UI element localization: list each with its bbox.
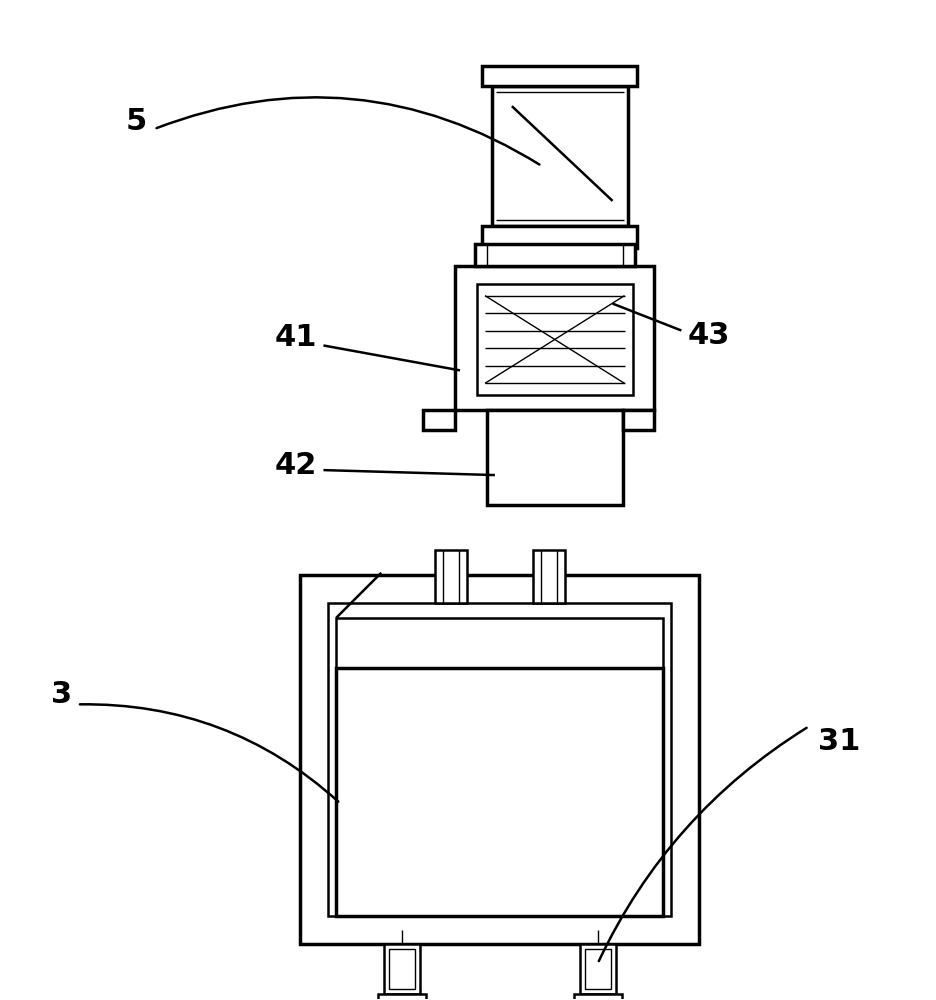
FancyArrowPatch shape — [80, 704, 338, 802]
Bar — [481, 226, 636, 248]
Bar — [491, 86, 627, 226]
Text: 43: 43 — [687, 321, 730, 350]
Bar — [476, 284, 632, 395]
Text: 42: 42 — [274, 451, 316, 480]
Bar — [455, 266, 653, 410]
Bar — [481, 66, 636, 86]
FancyArrowPatch shape — [156, 97, 539, 165]
Bar — [300, 575, 698, 944]
Text: 31: 31 — [817, 727, 859, 756]
Bar — [533, 550, 564, 603]
Bar — [384, 944, 419, 994]
FancyArrowPatch shape — [598, 728, 806, 961]
Bar — [487, 410, 622, 505]
Bar — [579, 944, 615, 994]
Bar — [378, 994, 426, 1000]
Text: 5: 5 — [125, 107, 146, 136]
Bar — [475, 244, 634, 266]
Bar — [573, 994, 621, 1000]
Bar — [622, 410, 653, 430]
Bar — [336, 618, 663, 668]
Text: 3: 3 — [51, 680, 72, 709]
Bar — [423, 410, 455, 430]
Text: 41: 41 — [274, 323, 316, 352]
Bar — [388, 949, 415, 989]
Bar — [336, 668, 663, 916]
Bar — [328, 603, 671, 916]
Bar — [434, 550, 466, 603]
Bar — [584, 949, 610, 989]
